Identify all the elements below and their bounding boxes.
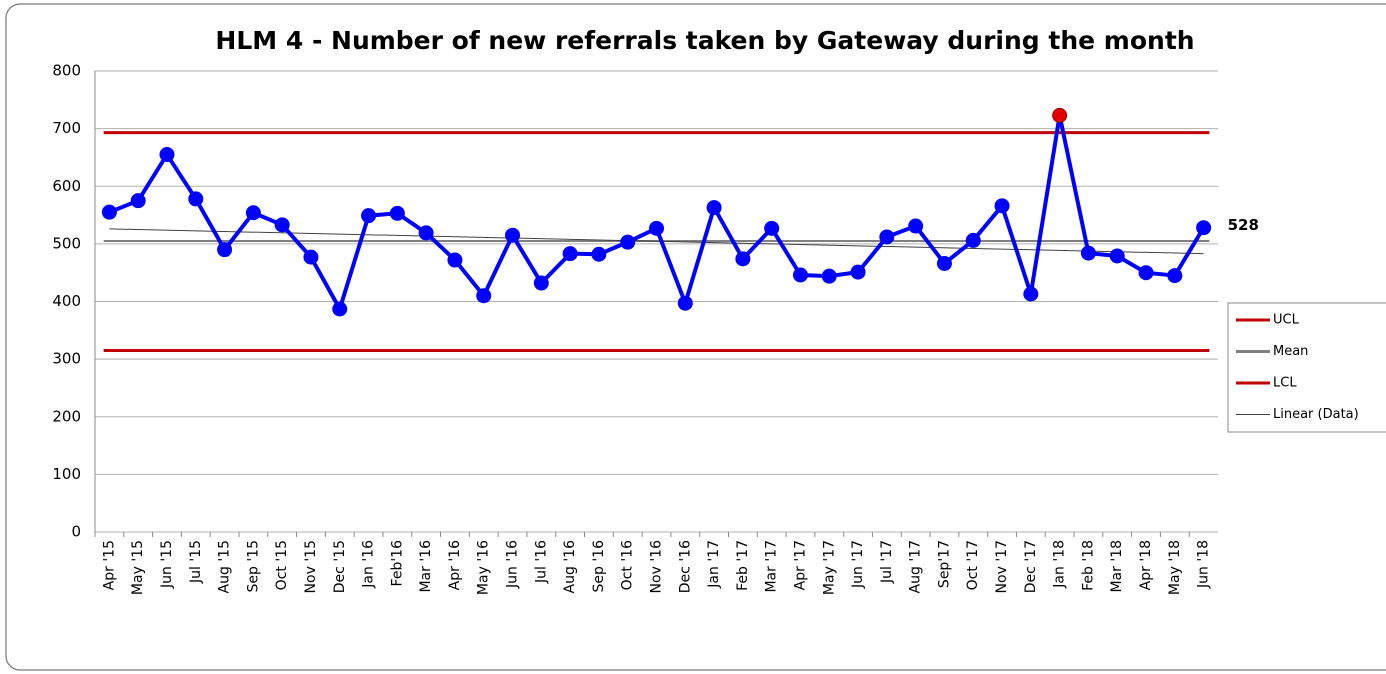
data-point [821, 268, 837, 284]
y-tick-label: 600 [52, 177, 81, 195]
x-tick-label: Mar '18 [1109, 540, 1125, 593]
data-point [965, 232, 981, 248]
x-tick-label: Oct '16 [620, 540, 636, 590]
x-tick-label: Apr '15 [101, 540, 117, 590]
x-tick-label: May '17 [821, 540, 837, 595]
data-point [389, 205, 405, 221]
x-tick-label: Jun '15 [159, 540, 175, 589]
data-point [159, 147, 175, 163]
data-point [735, 251, 751, 267]
x-tick-label: Mar '17 [764, 540, 780, 593]
x-tick-label: Sep'17 [936, 540, 952, 588]
legend-label: Linear (Data) [1273, 407, 1359, 422]
data-point [1023, 286, 1039, 302]
data-point [591, 246, 607, 262]
x-tick-label: Nov '17 [994, 540, 1010, 593]
data-point [792, 267, 808, 283]
data-point [361, 208, 377, 224]
data-point [764, 220, 780, 236]
x-tick-label: Jan '16 [361, 540, 377, 589]
x-tick-label: Jul '16 [533, 540, 549, 584]
data-point [303, 249, 319, 265]
x-tick-label: Sep '16 [591, 540, 607, 593]
x-tick-label: Aug '16 [562, 540, 578, 594]
x-tick-label: Apr '16 [447, 540, 463, 590]
y-tick-label: 700 [52, 119, 81, 137]
data-point [188, 191, 204, 207]
y-tick-label: 800 [52, 62, 81, 80]
data-point [217, 242, 233, 258]
data-point [1080, 245, 1096, 261]
x-tick-label: Dec '16 [677, 540, 693, 593]
x-tick-label: Sep '15 [245, 540, 261, 593]
y-tick-label: 400 [52, 292, 81, 310]
data-point [245, 205, 261, 221]
x-tick-label: Apr '17 [792, 540, 808, 590]
x-tick-label: Jun '16 [505, 540, 521, 589]
x-tick-label: Jul '17 [879, 540, 895, 584]
data-point [850, 264, 866, 280]
x-tick-label: May '18 [1167, 540, 1183, 595]
x-tick-label: Jul '15 [188, 540, 204, 584]
x-tick-label: Feb'16 [389, 540, 405, 587]
data-point [620, 234, 636, 250]
x-tick-label: Jun '18 [1196, 540, 1212, 589]
data-point [994, 198, 1010, 214]
legend-label: Mean [1273, 344, 1308, 359]
x-tick-label: Aug '17 [908, 540, 924, 593]
x-tick-label: Mar '16 [418, 540, 434, 593]
x-tick-label: Aug '15 [217, 540, 233, 593]
data-point [1167, 268, 1183, 284]
y-tick-label: 100 [52, 465, 81, 483]
data-point [706, 200, 722, 216]
x-tick-label: May '15 [130, 540, 146, 595]
x-tick-label: Jun '17 [850, 540, 866, 589]
legend-label: UCL [1273, 313, 1300, 328]
x-tick-label: Apr '18 [1138, 540, 1154, 590]
x-tick-label: Feb '17 [735, 540, 751, 591]
data-point [649, 220, 664, 236]
data-point [1138, 265, 1154, 281]
x-tick-label: Feb '18 [1080, 540, 1096, 591]
data-point [447, 252, 463, 268]
x-tick-label: Oct '17 [965, 540, 981, 590]
x-tick-label: Jan '18 [1052, 540, 1068, 589]
x-tick-label: May '16 [476, 540, 492, 595]
data-point [274, 217, 290, 233]
y-tick-label: 200 [52, 407, 81, 425]
data-point [1109, 248, 1125, 264]
chart-title: HLM 4 - Number of new referrals taken by… [215, 26, 1194, 55]
x-tick-label: Dec '15 [332, 540, 348, 593]
data-point [908, 218, 924, 234]
data-point [418, 225, 434, 241]
data-point [1052, 107, 1068, 123]
data-point [505, 227, 521, 243]
data-point [130, 193, 146, 209]
y-tick-label: 500 [52, 234, 81, 252]
x-tick-label: Jan '17 [706, 540, 722, 589]
data-point [677, 295, 693, 311]
x-tick-label: Oct '15 [274, 540, 290, 590]
legend-label: LCL [1273, 376, 1297, 391]
data-label: 528 [1228, 216, 1259, 234]
data-point [476, 288, 492, 304]
frame [5, 3, 1386, 671]
x-tick-label: Dec '17 [1023, 540, 1039, 593]
data-point [1196, 220, 1212, 236]
legend-box [1227, 302, 1386, 433]
data-line [108, 114, 1206, 315]
x-tick-label: Nov '16 [649, 540, 665, 594]
data-point [562, 246, 578, 262]
x-tick-label: Nov '15 [303, 540, 319, 593]
data-point [936, 255, 952, 271]
y-tick-label: 300 [52, 350, 81, 368]
y-tick-label: 0 [71, 523, 81, 541]
data-point [332, 301, 348, 317]
data-point [101, 204, 117, 220]
data-point [879, 229, 895, 245]
data-point [533, 275, 549, 291]
